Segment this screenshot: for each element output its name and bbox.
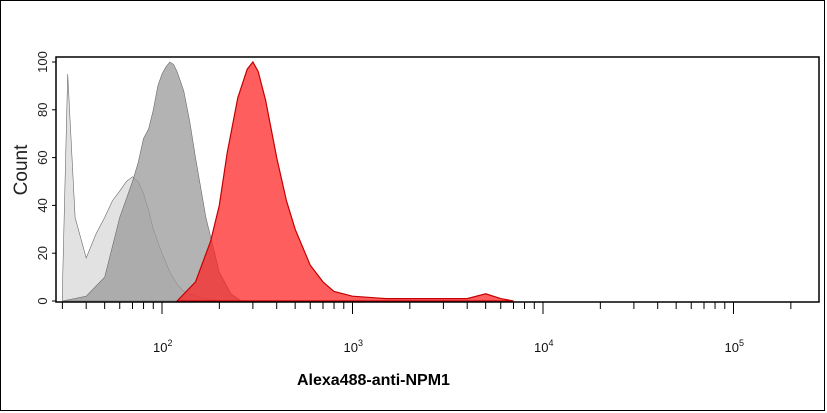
histogram-series-2 bbox=[62, 61, 243, 302]
x-tick-label: 104 bbox=[534, 338, 553, 355]
y-tick-label: 0 bbox=[35, 297, 50, 304]
y-tick-label: 100 bbox=[35, 51, 50, 73]
plot-area-border bbox=[55, 56, 820, 303]
histogram-series-layer bbox=[62, 60, 514, 302]
x-tick-label: 103 bbox=[344, 338, 363, 355]
y-tick-label: 20 bbox=[35, 246, 50, 260]
histogram-series-3 bbox=[175, 60, 514, 302]
axis-layer: 102 103 104 105 0 20 40 60 80 100 bbox=[35, 51, 792, 355]
y-axis-label: Count bbox=[11, 144, 32, 195]
y-tick-label: 60 bbox=[35, 150, 50, 164]
y-tick-label: 40 bbox=[35, 198, 50, 212]
x-tick-label: 105 bbox=[725, 338, 744, 355]
x-tick-label: 102 bbox=[153, 338, 172, 355]
y-tick-label: 80 bbox=[35, 103, 50, 117]
x-axis-label: Alexa488-anti-NPM1 bbox=[297, 372, 450, 389]
